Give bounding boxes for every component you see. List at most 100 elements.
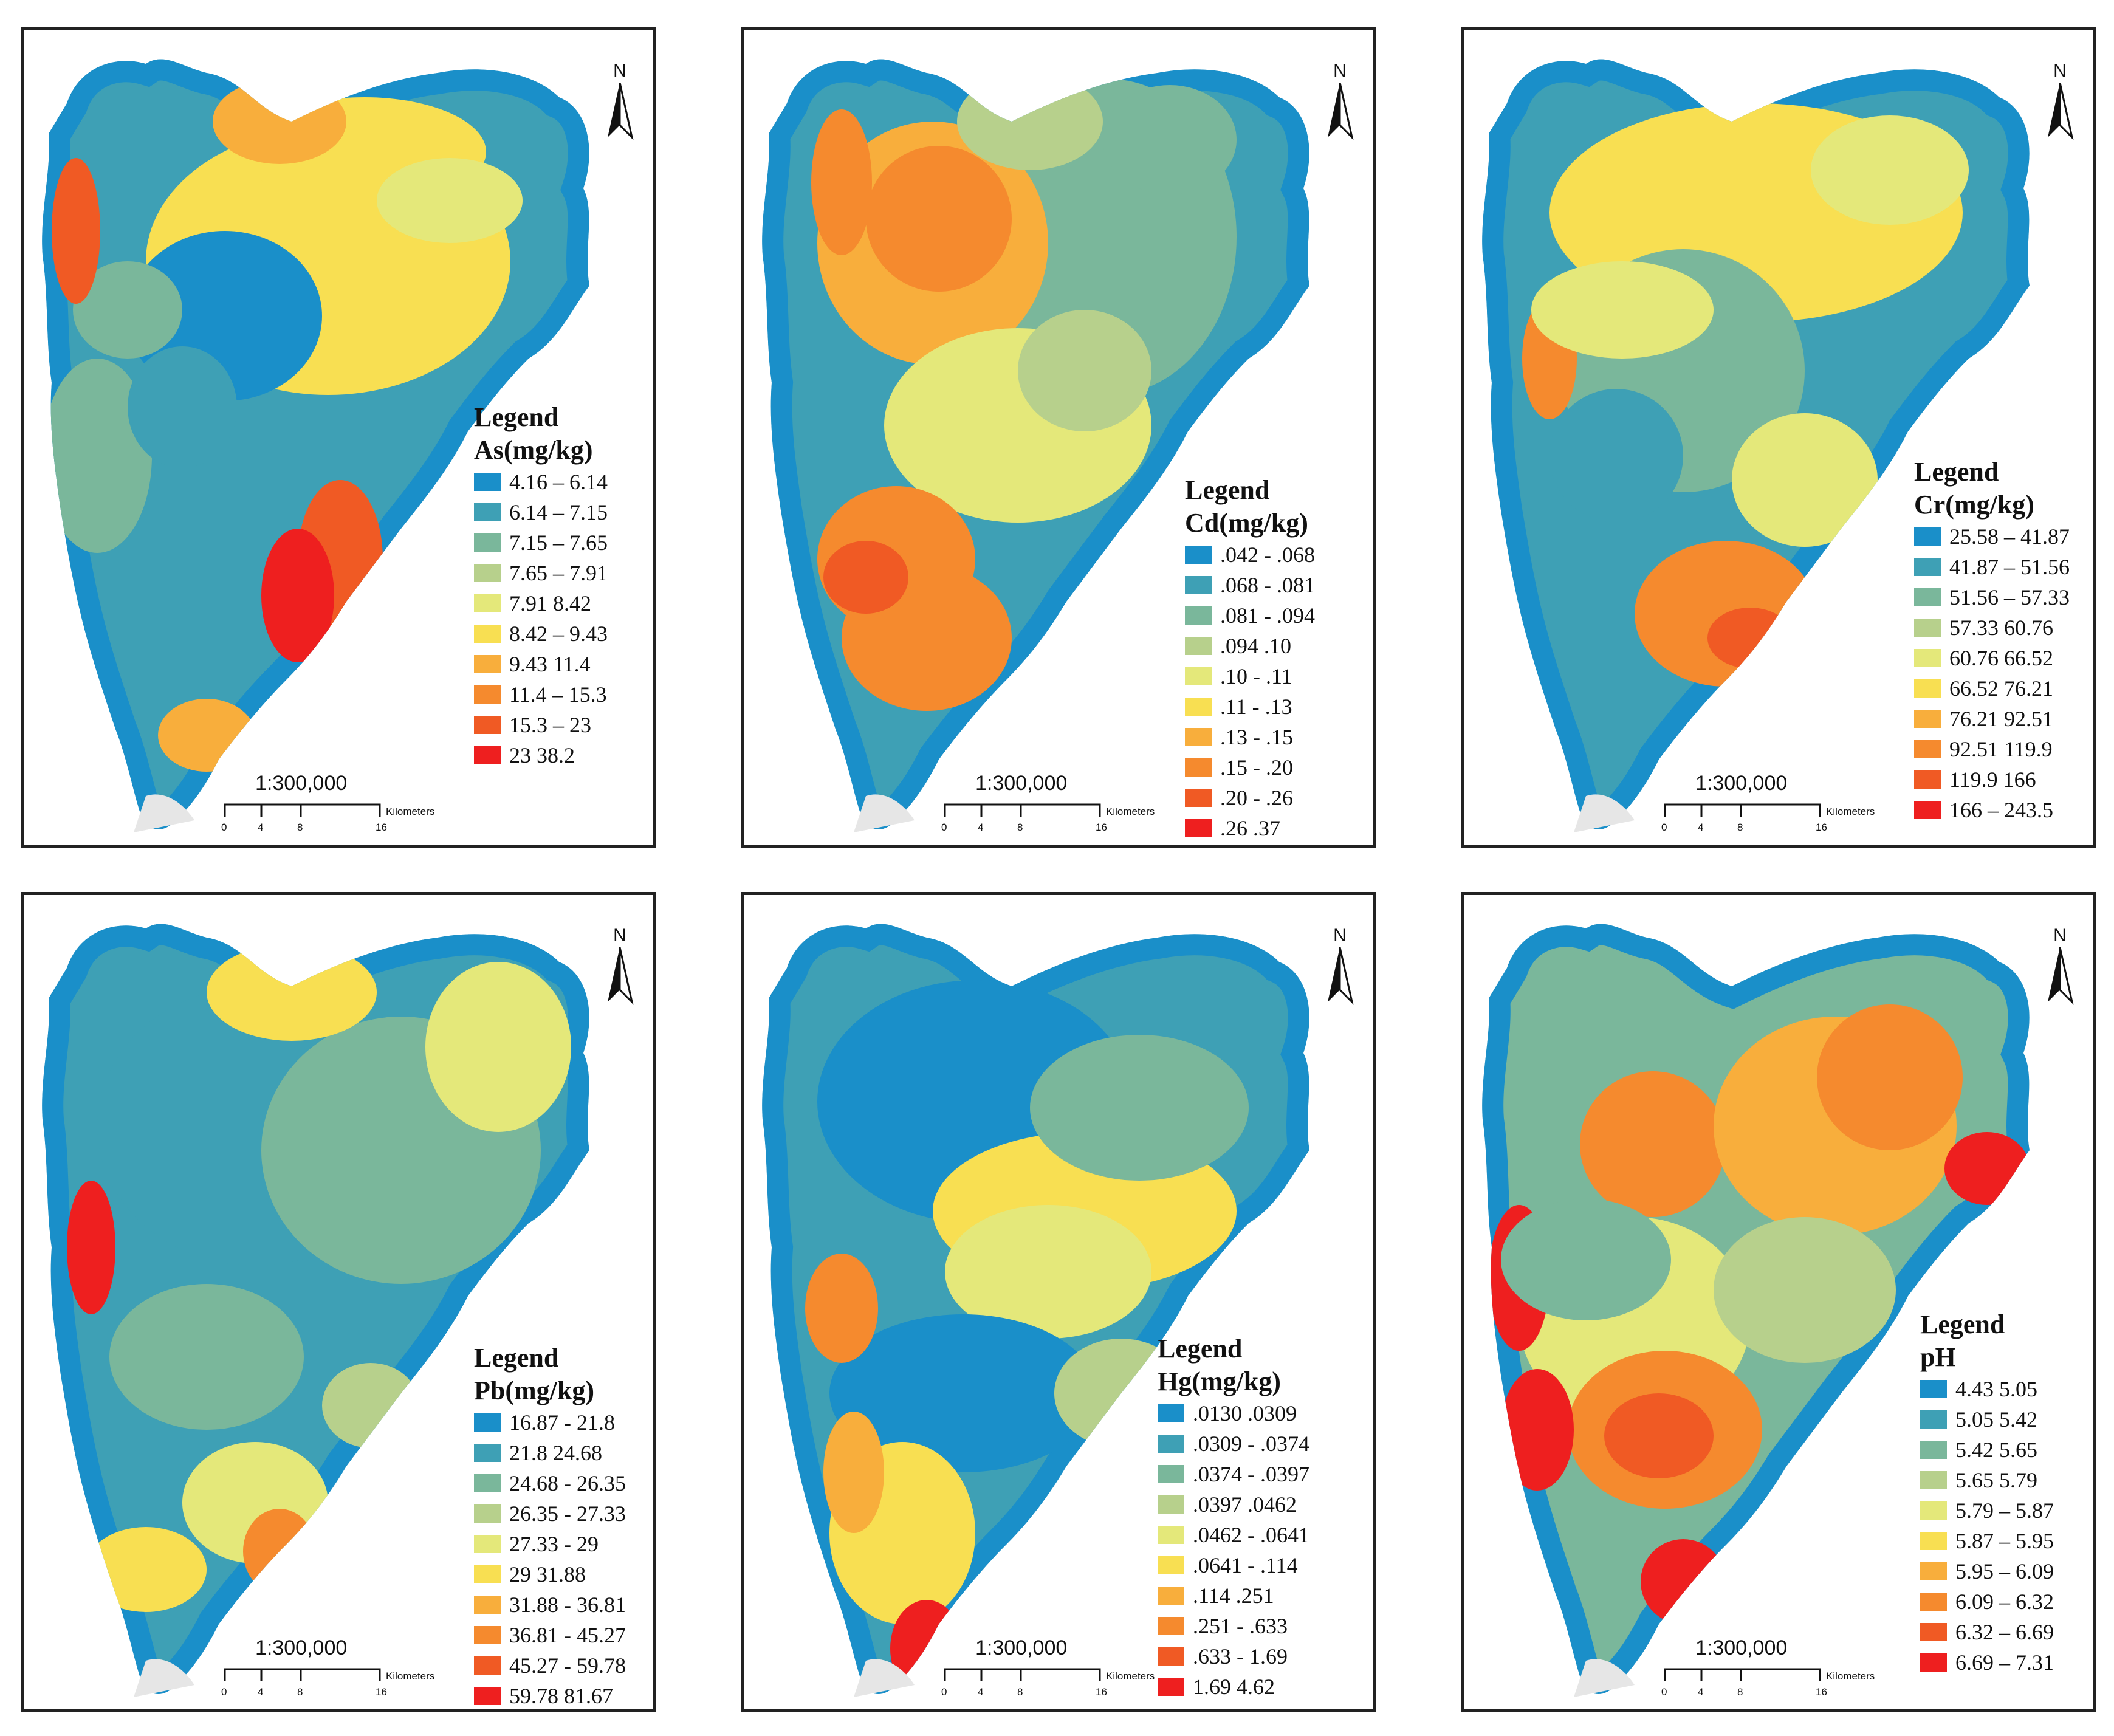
scale-bar: 1:300,000 0 4 8 16 Kilometers — [939, 772, 1194, 839]
class-zone — [957, 73, 1103, 170]
legend-class: 1.69 4.62 — [1158, 1672, 1309, 1702]
legend-swatch — [1914, 770, 1941, 789]
legend-class: .26 .37 — [1185, 813, 1315, 843]
legend-class: 15.3 – 23 — [474, 710, 608, 740]
legend-swatch — [1185, 728, 1212, 746]
legend-range: 6.69 – 7.31 — [1955, 1650, 2054, 1675]
class-zone — [1641, 1539, 1726, 1624]
out-of-area-patch — [134, 1659, 194, 1697]
legend-class: .10 - .11 — [1185, 661, 1315, 691]
legend-swatch — [1914, 740, 1941, 758]
legend-range: 5.05 5.42 — [1955, 1407, 2037, 1432]
class-zone — [109, 1284, 304, 1430]
scale-tick-label: 16 — [376, 1686, 387, 1698]
legend-range: .114 .251 — [1193, 1583, 1274, 1608]
legend-swatch — [1920, 1410, 1947, 1429]
legend-class: 7.65 – 7.91 — [474, 558, 608, 588]
scale-tick-label: 0 — [941, 1686, 947, 1698]
legend-swatch — [474, 1687, 501, 1705]
class-zone — [829, 1314, 1097, 1472]
class-zone — [43, 359, 152, 553]
scale-unit: Kilometers — [386, 806, 435, 817]
north-arrow: N — [1319, 925, 1361, 1010]
class-zone — [823, 1412, 884, 1533]
legend-class: 8.42 – 9.43 — [474, 619, 608, 649]
legend-class: .15 - .20 — [1185, 752, 1315, 783]
legend-swatch — [1914, 588, 1941, 606]
legend-swatch — [1158, 1556, 1184, 1574]
legend-range: .15 - .20 — [1220, 755, 1293, 780]
legend-swatch — [1185, 546, 1212, 564]
legend-swatch — [474, 533, 501, 552]
legend-range: 59.78 81.67 — [509, 1684, 613, 1708]
legend-class: 66.52 76.21 — [1914, 673, 2070, 704]
legend-range: .20 - .26 — [1220, 786, 1293, 810]
scale-ratio: 1:300,000 — [1695, 772, 1788, 795]
legend-class: 41.87 – 51.56 — [1914, 552, 2070, 582]
class-zone — [1103, 85, 1237, 194]
legend-class: 36.81 - 45.27 — [474, 1620, 626, 1650]
legend-swatch — [474, 1504, 501, 1523]
scale-tick-label: 8 — [297, 822, 303, 833]
legend-range: 23 38.2 — [509, 743, 575, 767]
class-zone — [805, 1254, 878, 1363]
legend: Legend Hg(mg/kg) .0130 .0309 .0309 - .0374.… — [1158, 1333, 1309, 1702]
scale-bar-graphic — [944, 1668, 1101, 1681]
legend-range: .0641 - .114 — [1193, 1553, 1298, 1577]
class-zone — [1604, 1393, 1714, 1478]
legend-class: 119.9 166 — [1914, 764, 2070, 795]
legend-class: .11 - .13 — [1185, 691, 1315, 722]
legend-range: .094 .10 — [1220, 634, 1291, 658]
interpolation-map — [762, 924, 1309, 1697]
legend-swatch — [1920, 1593, 1947, 1611]
class-zone — [425, 962, 571, 1132]
legend-swatch — [1920, 1653, 1947, 1672]
legend-range: .13 - .15 — [1220, 725, 1293, 749]
legend-range: 25.58 – 41.87 — [1949, 524, 2070, 549]
legend-range: 21.8 24.68 — [509, 1441, 602, 1465]
class-zone — [1501, 1369, 1574, 1491]
scale-bar: 1:300,000 0 4 8 16 Kilometers — [939, 1636, 1194, 1703]
legend-range: 5.95 – 6.09 — [1955, 1559, 2054, 1583]
class-zone — [811, 109, 872, 255]
legend-swatch — [474, 503, 501, 521]
legend-range: 51.56 – 57.33 — [1949, 585, 2070, 609]
legend-class: .094 .10 — [1185, 631, 1315, 661]
scale-tick-label: 8 — [1737, 1686, 1743, 1698]
legend-parameter: Hg(mg/kg) — [1158, 1367, 1281, 1396]
scale-tick-label: 8 — [1737, 822, 1743, 833]
legend-range: 119.9 166 — [1949, 767, 2036, 792]
legend-class: 29 31.88 — [474, 1559, 626, 1590]
legend-swatch — [1158, 1678, 1184, 1696]
legend-swatch — [1185, 758, 1212, 777]
class-zone — [322, 1363, 419, 1448]
legend-range: .0130 .0309 — [1193, 1401, 1297, 1426]
legend-heading: Legend — [1185, 475, 1270, 505]
scale-tick-label: 4 — [258, 822, 264, 833]
scale-unit: Kilometers — [1826, 806, 1875, 817]
north-letter: N — [2053, 925, 2067, 945]
class-zone — [73, 261, 182, 359]
legend-parameter: As(mg/kg) — [474, 435, 593, 465]
legend-range: 9.43 11.4 — [509, 652, 591, 676]
legend-class: 4.43 5.05 — [1920, 1374, 2054, 1404]
legend-range: .0397 .0462 — [1193, 1492, 1297, 1517]
legend-swatch — [1185, 819, 1212, 837]
scale-tick-label: 8 — [1017, 822, 1023, 833]
legend-heading: Legend — [474, 1343, 559, 1373]
legend-range: 76.21 92.51 — [1949, 707, 2053, 731]
legend-class: .0462 - .0641 — [1158, 1520, 1309, 1550]
legend-range: 15.3 – 23 — [509, 713, 591, 737]
scale-bar-graphic — [1664, 803, 1821, 817]
legend-range: 1.69 4.62 — [1193, 1675, 1275, 1699]
scale-tick-label: 16 — [1816, 1686, 1827, 1698]
scale-unit: Kilometers — [1106, 806, 1155, 817]
class-zone — [67, 1181, 115, 1314]
legend-range: .081 - .094 — [1220, 603, 1315, 628]
legend-swatch — [1158, 1617, 1184, 1635]
interpolation-map — [762, 59, 1309, 832]
north-arrow-icon — [1328, 947, 1354, 1005]
legend-class: 166 – 243.5 — [1914, 795, 2070, 825]
scale-ratio: 1:300,000 — [255, 1636, 348, 1659]
class-zone — [866, 146, 1012, 292]
